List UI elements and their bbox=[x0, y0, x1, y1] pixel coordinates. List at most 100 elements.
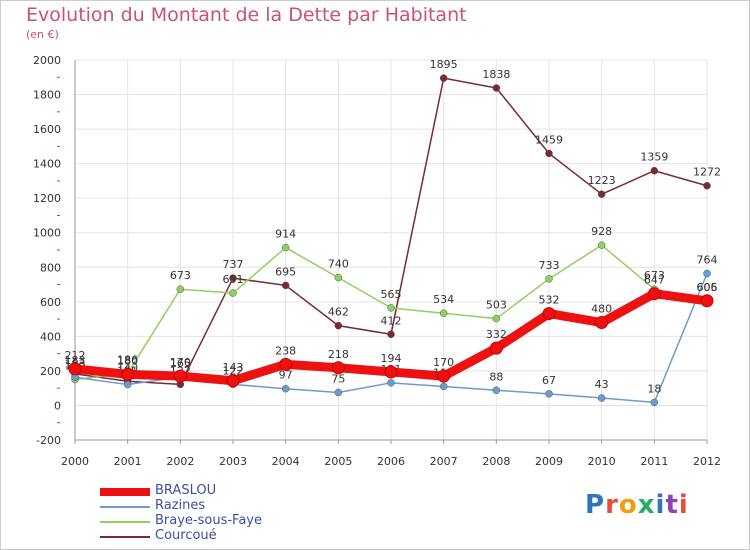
data-label: 186 bbox=[117, 353, 138, 366]
data-point bbox=[545, 149, 553, 158]
data-label: 183 bbox=[65, 354, 86, 367]
data-label: 733 bbox=[539, 259, 560, 272]
brand-logo: Proxiti bbox=[585, 490, 689, 520]
data-point bbox=[226, 374, 240, 388]
data-label: 647 bbox=[644, 274, 665, 287]
data-point bbox=[281, 281, 290, 290]
x-tick-label: 2000 bbox=[61, 455, 89, 468]
data-label: 194 bbox=[381, 352, 402, 365]
data-point bbox=[229, 274, 237, 282]
data-point bbox=[334, 321, 343, 330]
data-label: 170 bbox=[433, 356, 454, 369]
data-label: 695 bbox=[275, 265, 296, 278]
data-label: 480 bbox=[591, 303, 612, 316]
y-tick-label: 1400 bbox=[33, 158, 61, 171]
data-point bbox=[703, 269, 711, 278]
x-tick-label: 2002 bbox=[166, 455, 194, 468]
y-tick-label: -200 bbox=[36, 434, 61, 447]
data-point bbox=[439, 74, 448, 82]
data-point bbox=[437, 369, 451, 383]
legend-swatch bbox=[100, 506, 150, 508]
data-label: 914 bbox=[275, 228, 296, 241]
y-tick-label: 800 bbox=[40, 261, 61, 274]
legend-label: Braye-sous-Faye bbox=[155, 513, 262, 528]
data-label: 1895 bbox=[430, 58, 458, 71]
data-label: 218 bbox=[328, 348, 349, 361]
data-label: 75 bbox=[331, 373, 345, 386]
data-point bbox=[439, 309, 448, 317]
data-label: 170 bbox=[170, 356, 191, 369]
data-point bbox=[703, 181, 711, 190]
y-tick-label: 1000 bbox=[33, 227, 61, 240]
legend-swatch bbox=[100, 488, 150, 496]
x-tick-label: 2003 bbox=[219, 455, 247, 468]
data-label: 1272 bbox=[693, 166, 721, 179]
data-point bbox=[597, 241, 606, 249]
x-tick-label: 2004 bbox=[272, 455, 300, 468]
data-label: 143 bbox=[223, 361, 244, 374]
y-tick-label: 600 bbox=[40, 296, 61, 309]
data-point bbox=[489, 341, 503, 355]
legend-label: Courcoué bbox=[155, 528, 217, 543]
data-label: 67 bbox=[542, 374, 556, 387]
legend-swatch bbox=[100, 521, 150, 523]
data-label: 97 bbox=[279, 369, 293, 382]
line-chart: -200 0 200 400 600 800 1000 1200 1400 1600 1800 200… bbox=[33, 54, 721, 468]
data-label: 503 bbox=[486, 299, 507, 312]
data-point bbox=[545, 275, 553, 283]
data-point bbox=[334, 273, 343, 282]
data-point bbox=[384, 365, 398, 379]
chart-subtitle: (en €) bbox=[26, 28, 59, 41]
y-tick-label: 2000 bbox=[33, 54, 61, 67]
data-point bbox=[545, 390, 553, 398]
data-point bbox=[542, 307, 556, 321]
chart-title: Evolution du Montant de la Dette par Hab… bbox=[26, 4, 467, 26]
data-label: 88 bbox=[489, 370, 503, 383]
data-point bbox=[331, 361, 345, 375]
data-label: 412 bbox=[381, 314, 402, 327]
legend-swatch bbox=[100, 536, 150, 538]
data-label: 673 bbox=[644, 269, 665, 282]
data-point bbox=[279, 357, 293, 371]
y-tick-label: 0 bbox=[54, 399, 61, 412]
x-tick-label: 2006 bbox=[377, 455, 405, 468]
data-label: 1838 bbox=[482, 68, 510, 81]
y-tick-label: 1600 bbox=[33, 123, 61, 136]
legend-label: Razines bbox=[155, 498, 206, 513]
data-label: 1223 bbox=[588, 174, 616, 187]
data-label: 122 bbox=[223, 364, 244, 377]
data-label: 180 bbox=[117, 354, 138, 367]
x-tick-label: 2011 bbox=[640, 455, 668, 468]
data-point bbox=[281, 243, 290, 252]
data-point bbox=[387, 304, 395, 312]
data-point bbox=[123, 380, 132, 389]
data-label: 462 bbox=[328, 306, 349, 319]
y-tick-label: 400 bbox=[40, 330, 61, 343]
data-label: 18 bbox=[647, 382, 661, 395]
data-label: 740 bbox=[328, 258, 349, 271]
data-point bbox=[387, 330, 395, 339]
data-label: 43 bbox=[595, 378, 609, 391]
data-point bbox=[597, 394, 606, 402]
y-tick-label: 1800 bbox=[33, 89, 61, 102]
data-label: 165 bbox=[170, 357, 191, 370]
data-point bbox=[229, 289, 237, 297]
x-tick-label: 2005 bbox=[324, 455, 352, 468]
x-tick-label: 2008 bbox=[482, 455, 510, 468]
data-label: 764 bbox=[697, 253, 718, 266]
data-label: 1359 bbox=[640, 151, 668, 164]
data-point bbox=[650, 166, 659, 175]
data-point bbox=[595, 316, 609, 330]
data-point bbox=[68, 362, 82, 376]
y-tick-label: 200 bbox=[40, 365, 61, 378]
legend-label: BRASLOU bbox=[155, 483, 217, 498]
data-label: 565 bbox=[381, 288, 402, 301]
data-label: 606 bbox=[697, 281, 718, 294]
data-label: 651 bbox=[223, 273, 244, 286]
data-point bbox=[281, 384, 290, 393]
x-tick-label: 2001 bbox=[114, 455, 142, 468]
data-point bbox=[492, 314, 501, 323]
x-tick-label: 2012 bbox=[693, 455, 721, 468]
data-point bbox=[387, 379, 395, 387]
x-tick-label: 2009 bbox=[535, 455, 563, 468]
